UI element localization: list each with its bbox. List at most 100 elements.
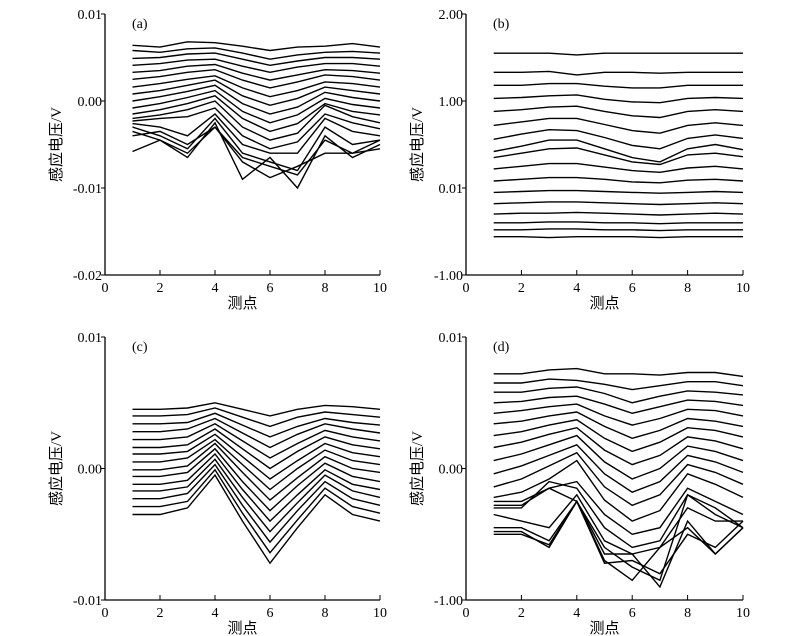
series-line-18 bbox=[493, 499, 744, 575]
series-line-6 bbox=[132, 428, 381, 470]
series-line-17 bbox=[132, 126, 381, 179]
series-line-13 bbox=[493, 201, 744, 206]
series-line-2 bbox=[493, 378, 744, 391]
series-line-11 bbox=[132, 95, 381, 133]
x-tick-label: 4 bbox=[212, 606, 219, 621]
series-line-8 bbox=[132, 79, 381, 107]
series-line-9 bbox=[132, 442, 381, 502]
series-line-7 bbox=[132, 433, 381, 480]
x-tick-label: 2 bbox=[157, 281, 164, 296]
x-axis-label: 测点 bbox=[227, 620, 257, 636]
series-line-14 bbox=[493, 480, 744, 549]
x-tick-label: 2 bbox=[157, 606, 164, 621]
series-line-7 bbox=[132, 75, 381, 98]
series-line-6 bbox=[493, 411, 744, 440]
y-tick-label: 0.01 bbox=[78, 331, 103, 346]
x-tick-label: 10 bbox=[373, 281, 387, 296]
series-line-8 bbox=[493, 426, 744, 466]
y-axis-label: 感应电压/V bbox=[47, 431, 65, 506]
panel-label: (d) bbox=[493, 340, 510, 355]
y-tick-label: -0.02 bbox=[73, 269, 102, 284]
x-axis-label: 测点 bbox=[589, 295, 619, 312]
series-line-1 bbox=[132, 41, 381, 52]
y-tick-label: 0.01 bbox=[439, 331, 464, 346]
y-tick-label: 0.01 bbox=[78, 8, 103, 23]
x-axis-label: 测点 bbox=[227, 295, 257, 312]
series-line-4 bbox=[132, 417, 381, 449]
series-line-10 bbox=[132, 447, 381, 512]
series-line-15 bbox=[132, 117, 381, 172]
series-line-3 bbox=[132, 52, 381, 67]
x-tick-label: 4 bbox=[212, 281, 219, 296]
x-tick-label: 0 bbox=[102, 281, 109, 296]
series-line-4 bbox=[493, 395, 744, 415]
x-tick-label: 2 bbox=[518, 606, 525, 621]
x-tick-label: 10 bbox=[736, 606, 750, 621]
series-line-3 bbox=[132, 412, 381, 438]
series-line-3 bbox=[493, 386, 744, 404]
series-line-8 bbox=[132, 438, 381, 491]
y-tick-label: 0.00 bbox=[78, 95, 103, 110]
x-tick-label: 6 bbox=[267, 281, 274, 296]
y-tick-label: -1.00 bbox=[434, 269, 463, 284]
panel-b: 0 2 4 6 8 10 2.00 1.00 0.01 -1.00 测点 感应电压/V (b) bbox=[408, 8, 750, 312]
x-tick-label: 4 bbox=[573, 281, 580, 296]
x-tick-label: 8 bbox=[322, 606, 329, 621]
x-tick-label: 6 bbox=[629, 281, 636, 296]
series-line-12 bbox=[493, 459, 744, 522]
series-line-14 bbox=[132, 468, 381, 554]
series-line-14 bbox=[493, 211, 744, 216]
series-line-11 bbox=[493, 451, 744, 507]
series-line-13 bbox=[132, 107, 381, 150]
x-tick-label: 4 bbox=[573, 606, 580, 621]
series-line-11 bbox=[132, 452, 381, 523]
series-line-13 bbox=[132, 463, 381, 544]
x-tick-label: 0 bbox=[463, 606, 470, 621]
series-line-5 bbox=[493, 105, 744, 119]
x-tick-label: 8 bbox=[684, 281, 691, 296]
x-tick-label: 10 bbox=[736, 281, 750, 296]
panel-label: (a) bbox=[132, 17, 148, 32]
series-line-10 bbox=[493, 162, 744, 174]
series-line-2 bbox=[493, 70, 743, 76]
series-line-2 bbox=[132, 407, 381, 428]
panel-c: 0 2 4 6 8 10 0.01 0.00 -0.01 测点 感应电压/V (c) bbox=[47, 331, 387, 636]
series-line-5 bbox=[493, 403, 744, 426]
y-tick-label: 2.00 bbox=[439, 8, 464, 23]
series-line-6 bbox=[132, 68, 381, 89]
series-line-9 bbox=[493, 147, 744, 166]
series-line-9 bbox=[132, 84, 381, 115]
x-tick-label: 8 bbox=[684, 606, 691, 621]
series-line-16 bbox=[493, 500, 744, 582]
series-line-18 bbox=[132, 126, 381, 176]
x-tick-label: 8 bbox=[322, 281, 329, 296]
series-line-3 bbox=[493, 82, 743, 89]
series-line-10 bbox=[132, 89, 381, 124]
y-tick-label: 1.00 bbox=[439, 95, 464, 110]
series-line-19 bbox=[493, 487, 744, 582]
y-tick-label: 0.00 bbox=[78, 463, 103, 478]
x-tick-label: 10 bbox=[373, 606, 387, 621]
series-line-7 bbox=[493, 419, 744, 453]
x-tick-label: 6 bbox=[267, 606, 274, 621]
series-line-1 bbox=[132, 402, 381, 417]
series-line-7 bbox=[493, 128, 744, 150]
series-line-8 bbox=[493, 139, 744, 163]
series-line-5 bbox=[132, 63, 381, 81]
series-line-11 bbox=[493, 176, 744, 184]
series-line-1 bbox=[493, 52, 743, 56]
series-line-1 bbox=[493, 367, 744, 378]
x-axis-label: 测点 bbox=[589, 620, 619, 636]
series-line-16 bbox=[493, 228, 743, 232]
series-line-15 bbox=[493, 493, 743, 555]
series-line-12 bbox=[132, 458, 381, 533]
series-line-15 bbox=[493, 221, 743, 225]
series-line-10 bbox=[493, 443, 744, 493]
panel-d: 0 2 4 6 8 10 0.01 0.00 -1.00 测点 感应电压/V (d) bbox=[408, 331, 750, 636]
series-line-15 bbox=[132, 473, 381, 565]
y-tick-label: 0.01 bbox=[439, 182, 464, 197]
series-line-5 bbox=[132, 423, 381, 459]
y-axis-label: 感应电压/V bbox=[408, 431, 426, 506]
